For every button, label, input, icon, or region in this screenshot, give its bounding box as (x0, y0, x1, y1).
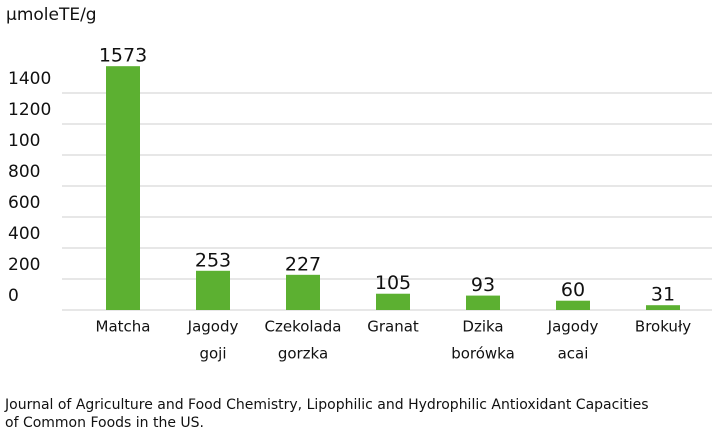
x-tick-label: Czekolada (265, 318, 342, 336)
x-tick-label: Jagody (187, 318, 239, 336)
bar (466, 295, 500, 310)
x-tick-label: goji (199, 345, 226, 363)
value-label: 31 (651, 284, 675, 306)
x-tick-label: Matcha (96, 318, 151, 336)
bar (646, 305, 680, 310)
value-label: 60 (561, 279, 585, 301)
y-tick-label: 1400 (8, 69, 51, 89)
y-axis-label: µmoleTE/g (6, 5, 97, 25)
y-tick-label: 400 (8, 224, 40, 244)
x-tick-label: Dzika (462, 318, 503, 336)
x-tick-label: gorzka (278, 345, 328, 363)
y-tick-label: 0 (8, 286, 19, 306)
x-tick-label: acai (558, 345, 589, 363)
bar (286, 274, 320, 310)
source-line: of Common Foods in the US. (5, 415, 204, 431)
x-tick-label: Brokuły (635, 318, 691, 336)
x-tick-label: Jagody (547, 318, 599, 336)
y-tick-label: 800 (8, 162, 40, 182)
value-label: 93 (471, 274, 495, 296)
source-line: Journal of Agriculture and Food Chemistr… (4, 397, 649, 413)
bar (556, 300, 590, 310)
y-tick-label: 100 (8, 131, 40, 151)
y-tick-label: 200 (8, 255, 40, 275)
value-label: 105 (375, 272, 411, 294)
bar (376, 293, 410, 310)
bar (106, 66, 140, 310)
value-label: 227 (285, 253, 321, 275)
y-tick-label: 1200 (8, 100, 51, 120)
x-tick-label: Granat (367, 318, 419, 336)
y-tick-label: 600 (8, 193, 40, 213)
bar (196, 270, 230, 310)
value-label: 253 (195, 249, 231, 271)
value-label: 1573 (99, 45, 147, 67)
x-tick-label: borówka (451, 345, 515, 363)
